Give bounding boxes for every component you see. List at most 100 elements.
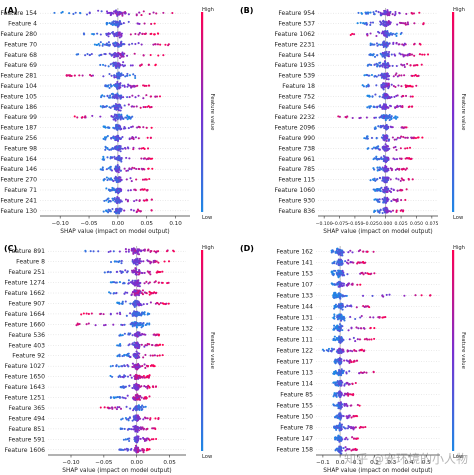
- shap-point: [113, 32, 116, 35]
- shap-point: [139, 64, 142, 67]
- shap-point: [157, 417, 160, 420]
- shap-point: [115, 212, 118, 215]
- shap-point: [385, 145, 389, 148]
- shap-point: [116, 140, 120, 143]
- feature-label: Feature 107: [276, 282, 313, 289]
- shap-point: [112, 104, 115, 107]
- shap-point: [134, 188, 137, 191]
- shap-point: [144, 344, 147, 347]
- shap-point: [376, 166, 379, 169]
- shap-point: [100, 53, 103, 56]
- shap-point: [369, 44, 372, 47]
- shap-point: [415, 84, 418, 87]
- shap-point: [109, 63, 112, 66]
- shap-point: [366, 272, 369, 275]
- shap-point: [141, 408, 144, 411]
- shap-point: [133, 292, 136, 295]
- shap-point: [382, 189, 385, 193]
- shap-point: [376, 209, 379, 212]
- shap-point: [417, 136, 420, 139]
- shap-point: [119, 41, 123, 44]
- x-tick-label: −0.10: [62, 460, 80, 466]
- shap-point: [134, 251, 137, 254]
- shap-point: [137, 209, 140, 212]
- shap-point: [408, 105, 411, 108]
- shap-point: [400, 74, 403, 77]
- shap-point: [375, 34, 378, 38]
- shap-point: [101, 43, 105, 46]
- shap-point: [111, 364, 114, 367]
- shap-point: [390, 187, 393, 190]
- feature-label: Feature 1935: [275, 62, 316, 69]
- shap-point: [402, 22, 405, 25]
- feature-label: Feature 537: [278, 21, 315, 28]
- shap-point: [158, 354, 161, 357]
- shap-point: [385, 293, 388, 296]
- shap-point: [402, 167, 405, 170]
- shap-point: [137, 437, 140, 440]
- feature-label: Feature 494: [8, 415, 45, 422]
- shap-point: [161, 281, 164, 284]
- shap-point: [404, 94, 408, 98]
- shap-point: [157, 54, 160, 57]
- shap-point: [377, 125, 380, 128]
- shap-point: [134, 76, 137, 80]
- shap-point: [135, 441, 138, 444]
- feature-label: Feature 105: [0, 93, 37, 100]
- shap-point: [351, 116, 354, 120]
- shap-point: [383, 196, 386, 199]
- shap-point: [146, 259, 149, 262]
- shap-point: [140, 63, 143, 66]
- colorbar-axis-label: Feature value: [209, 332, 215, 369]
- shap-point: [334, 296, 338, 299]
- shap-point: [157, 281, 160, 284]
- shap-point: [389, 178, 392, 181]
- shap-point: [120, 94, 123, 97]
- shap-point: [108, 52, 111, 55]
- shap-point: [102, 137, 105, 140]
- shap-point: [117, 177, 120, 180]
- shap-point: [404, 54, 407, 57]
- shap-point: [120, 137, 123, 140]
- shap-point: [383, 168, 387, 171]
- shap-point: [114, 55, 117, 58]
- shap-point: [136, 347, 139, 350]
- shap-point: [123, 167, 126, 170]
- shap-point: [392, 75, 395, 78]
- shap-point: [126, 364, 129, 367]
- shap-point: [135, 353, 138, 356]
- shap-point: [420, 294, 423, 297]
- shap-point: [134, 438, 137, 441]
- shap-point: [106, 147, 109, 150]
- shap-point: [157, 250, 160, 253]
- shap-point: [388, 210, 391, 213]
- shap-point: [159, 343, 162, 346]
- shap-point: [111, 375, 114, 378]
- shap-point: [111, 147, 114, 150]
- shap-point: [119, 375, 122, 378]
- shap-point: [370, 73, 374, 77]
- shap-point: [358, 117, 361, 120]
- shap-point: [365, 135, 369, 138]
- shap-point: [116, 138, 119, 141]
- shap-point: [378, 95, 381, 98]
- shap-point: [333, 296, 336, 300]
- shap-point: [73, 115, 76, 118]
- shap-point: [119, 386, 122, 389]
- shap-point: [374, 116, 377, 119]
- shap-point: [386, 72, 390, 76]
- shap-point: [109, 177, 113, 180]
- shap-point: [124, 269, 127, 272]
- colorbar: [201, 12, 204, 212]
- shap-point: [161, 270, 164, 273]
- shap-point: [116, 23, 119, 26]
- shap-point: [368, 95, 371, 98]
- shap-point: [68, 12, 71, 15]
- shap-point: [147, 438, 150, 441]
- shap-point: [97, 9, 100, 12]
- shap-point: [85, 312, 88, 315]
- shap-point: [124, 75, 127, 78]
- shap-point: [127, 83, 130, 86]
- shap-point: [106, 179, 109, 182]
